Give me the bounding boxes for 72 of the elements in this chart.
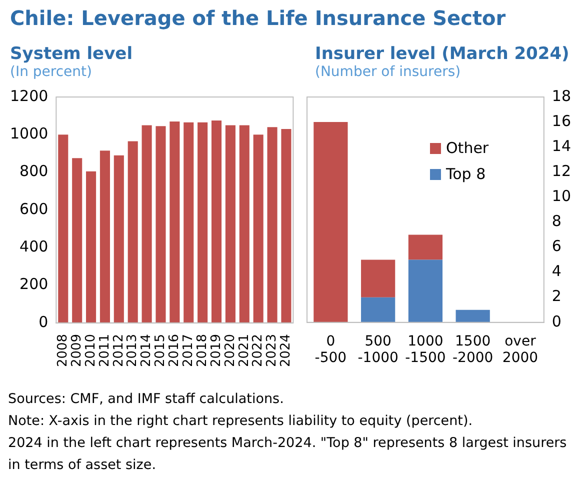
bar: [281, 129, 292, 323]
bar: [456, 310, 490, 322]
y-tick-label: 12: [552, 162, 572, 180]
x-tick-label: 2013: [125, 334, 140, 368]
bar: [225, 125, 236, 323]
bar: [184, 122, 194, 323]
text: 2024 in the left chart represents March-2024. "Top 8" represents 8 largest insurers in terms of asset size.: [8, 434, 568, 475]
y-tick-label: 200: [20, 275, 48, 294]
x-tick-label: 0 -500: [314, 333, 347, 366]
chart-title: Insurer level (March 2024): [315, 44, 570, 64]
bar: [239, 125, 250, 323]
bar: [408, 234, 443, 260]
y-tick-label: 0: [552, 312, 562, 330]
x-tick-label: 2015: [153, 334, 168, 368]
y-tick-label: 18: [552, 86, 572, 105]
x-tick-label: 2018: [194, 334, 210, 368]
y-tick-label: 800: [20, 162, 48, 180]
legend-label: Other: [446, 139, 489, 157]
x-tick-label: 2017: [181, 334, 196, 368]
bar: [86, 171, 96, 323]
bar: [361, 297, 396, 322]
y-tick-label: 2: [552, 287, 562, 306]
x-tick-label: 2020: [222, 334, 238, 368]
x-tick-label: 2014: [139, 334, 154, 368]
bar: [72, 158, 82, 323]
bar: [58, 134, 68, 323]
bar: [267, 127, 278, 323]
x-tick-label: 1500 -2000: [452, 333, 494, 366]
bar: [170, 121, 180, 323]
text: Note: X-axis in the right chart represents liability to equity (percent).: [8, 412, 474, 431]
x-tick-label: 2012: [111, 334, 126, 368]
bar: [361, 260, 396, 298]
x-tick-label: over 2000: [502, 333, 538, 366]
x-tick-label: 2008: [56, 334, 71, 368]
y-tick-label: 16: [552, 112, 572, 130]
bar: [114, 155, 124, 323]
y-tick-label: 8: [552, 212, 562, 230]
x-tick-label: 500 -1000: [358, 333, 398, 366]
bar: [408, 260, 443, 322]
y-tick-label: 10: [552, 187, 572, 206]
y-tick-label: 600: [20, 200, 48, 218]
x-tick-label: 2019: [208, 334, 224, 368]
text: Chile: Leverage of the Life Insurance Sector: [10, 6, 506, 30]
legend-label: Top 8: [446, 165, 486, 183]
bar: [253, 134, 264, 323]
bar: [211, 120, 222, 323]
x-tick-label: 2011: [97, 334, 112, 368]
bar: [142, 125, 152, 323]
chart-subtitle: (In percent): [10, 64, 93, 80]
y-tick-label: 1200: [10, 86, 48, 105]
source-note: Sources: CMF, and IMF staff calculations.: [8, 390, 285, 409]
x-tick-label: 1000 -1500: [405, 333, 446, 366]
x-tick-label: 2010: [83, 334, 98, 368]
x-tick-label: 2016: [167, 334, 182, 368]
x-tick-label: 2009: [69, 334, 84, 368]
y-tick-label: 0: [38, 312, 48, 331]
bar: [100, 150, 110, 323]
x-tick-label: 2022: [250, 334, 266, 368]
bar: [156, 126, 166, 323]
y-tick-label: 14: [552, 136, 572, 155]
y-tick-label: 6: [552, 237, 562, 256]
bar: [128, 141, 138, 323]
y-tick-label: 400: [20, 238, 48, 256]
y-tick-label: 1000: [10, 124, 48, 143]
x-tick-label: 2024: [278, 334, 294, 368]
bar: [314, 122, 348, 322]
chart-title: System level: [10, 44, 134, 64]
y-tick-label: 4: [552, 262, 562, 280]
chart-subtitle: (Number of insurers): [315, 64, 462, 80]
x-tick-label: 2023: [264, 334, 280, 368]
bar: [198, 122, 208, 323]
x-tick-label: 2021: [236, 334, 252, 368]
